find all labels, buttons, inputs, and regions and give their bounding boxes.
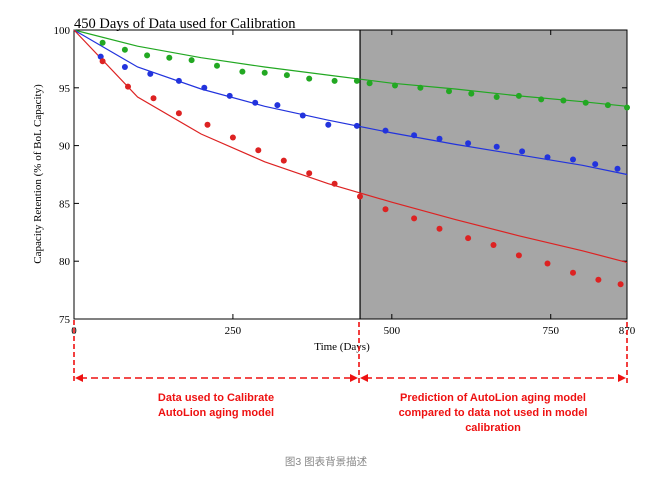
data-point — [261, 69, 268, 76]
arrowhead-left-icon — [75, 374, 83, 382]
data-point — [592, 161, 599, 168]
data-point — [274, 102, 281, 109]
data-point — [121, 46, 128, 53]
fit-curve — [73, 29, 628, 176]
data-point — [544, 154, 551, 161]
data-point — [570, 156, 576, 163]
data-point — [446, 88, 452, 95]
data-point — [357, 193, 363, 200]
data-point — [392, 82, 398, 89]
y-tick-label: 100 — [54, 25, 71, 37]
data-point — [229, 134, 236, 141]
data-point — [353, 77, 360, 84]
data-point — [214, 62, 220, 69]
data-point — [515, 92, 522, 99]
data-point — [188, 57, 195, 64]
chart-title: 450 Days of Data used for Calibration — [74, 16, 296, 32]
data-point — [306, 75, 313, 82]
data-point — [570, 269, 576, 276]
left-annotation-line-2: AutoLion aging model — [158, 407, 274, 419]
x-tick-label: 500 — [384, 325, 401, 337]
data-points — [97, 39, 630, 288]
data-point — [411, 132, 418, 139]
data-point — [331, 77, 338, 84]
data-point — [255, 147, 262, 154]
data-point — [493, 94, 500, 100]
left-annotation-line-1: Data used to Calibrate — [158, 392, 274, 404]
data-point — [436, 135, 443, 142]
data-point — [299, 112, 306, 119]
data-point — [382, 127, 389, 134]
data-point — [490, 242, 497, 248]
figure-caption: 图3 图表背景描述 — [285, 455, 368, 468]
data-point — [125, 83, 131, 90]
x-tick-label: 750 — [542, 325, 559, 337]
calibration-bracket — [73, 320, 628, 384]
fit-curve — [73, 29, 628, 107]
data-point — [515, 252, 522, 259]
data-point — [614, 165, 621, 172]
x-tick-label: 250 — [225, 325, 242, 337]
prediction-region — [360, 30, 627, 319]
data-point — [560, 97, 567, 104]
data-point — [465, 140, 472, 147]
arrowhead-right-icon — [618, 374, 626, 382]
data-point — [382, 206, 389, 213]
right-annotation-line-3: calibration — [465, 422, 521, 434]
data-point — [175, 110, 182, 117]
data-point — [97, 53, 104, 60]
y-tick-label: 85 — [59, 198, 71, 210]
data-point — [624, 104, 630, 111]
data-point — [252, 99, 259, 106]
y-tick-label: 80 — [59, 256, 71, 268]
data-point — [147, 70, 154, 77]
x-axis-label: Time (Days) — [314, 341, 370, 353]
data-point — [204, 121, 211, 128]
data-point — [411, 215, 418, 222]
data-point — [201, 84, 208, 91]
data-point — [175, 77, 182, 84]
y-tick-label: 95 — [59, 83, 71, 95]
data-point — [595, 276, 602, 283]
data-point — [417, 84, 424, 91]
data-point — [436, 225, 443, 232]
data-point — [538, 96, 545, 103]
data-point — [331, 180, 338, 187]
y-tick-label: 90 — [59, 141, 71, 153]
data-point — [99, 39, 106, 46]
data-point — [226, 92, 233, 99]
data-point — [604, 102, 611, 109]
data-point — [280, 157, 287, 164]
data-point — [465, 235, 472, 242]
data-point — [99, 58, 106, 65]
data-point — [166, 54, 173, 61]
data-point — [239, 68, 246, 75]
data-point — [468, 90, 475, 97]
data-point — [544, 260, 551, 267]
data-point — [582, 99, 589, 106]
data-point — [144, 52, 151, 59]
right-annotation-line-2: compared to data not used in model — [399, 407, 588, 419]
data-point — [325, 121, 332, 128]
data-point — [366, 80, 373, 87]
data-point — [353, 122, 360, 129]
y-axis-label: Capacity Retention (% of BoL Capacity) — [32, 84, 44, 264]
arrowhead-mid-right-icon — [360, 374, 368, 382]
data-point — [150, 95, 157, 102]
data-point — [283, 72, 290, 79]
data-point — [493, 143, 500, 150]
data-point — [519, 148, 526, 155]
fit-curves — [73, 29, 628, 263]
data-point — [121, 64, 128, 70]
right-annotation-line-1: Prediction of AutoLion aging model — [400, 392, 586, 404]
arrowhead-mid-left-icon — [350, 374, 358, 382]
fit-curve — [73, 29, 628, 263]
data-point — [306, 170, 313, 177]
y-tick-label: 75 — [59, 314, 71, 326]
data-point — [617, 281, 624, 288]
